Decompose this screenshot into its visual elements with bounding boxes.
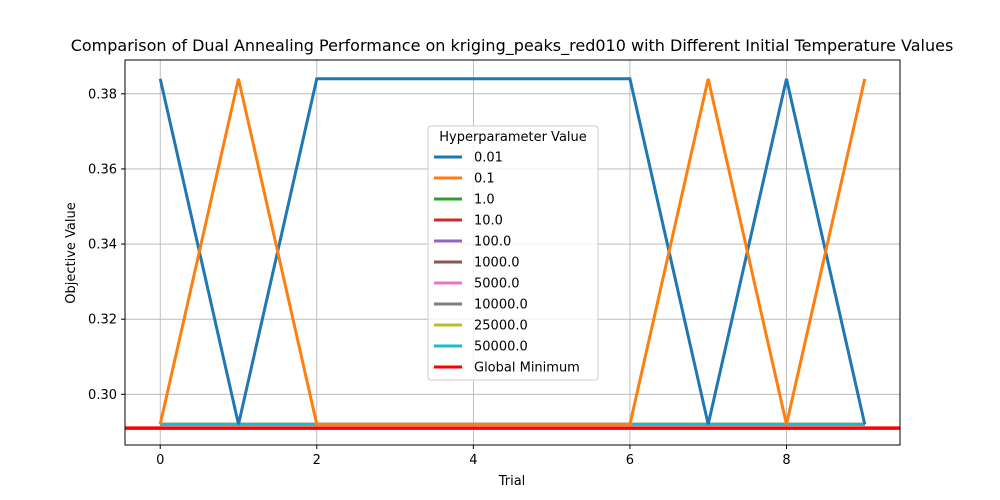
x-tick-label: 8 — [782, 453, 790, 468]
legend-entry: 5000.0 — [474, 277, 520, 292]
chart-title: Comparison of Dual Annealing Performance… — [71, 36, 954, 56]
legend-entry: 0.01 — [474, 151, 503, 166]
legend-entry: 1000.0 — [474, 256, 520, 271]
x-tick-label: 2 — [313, 453, 321, 468]
legend-entry: 10.0 — [474, 214, 503, 229]
legend-entry: 50000.0 — [474, 340, 528, 355]
ticks: 0 2 4 6 8 0.30 0.32 0.34 0.36 0.38 — [88, 87, 791, 468]
series-line-0.1 — [158, 78, 867, 426]
x-axis-label: Trial — [498, 474, 526, 489]
legend: Hyperparameter Value 0.01 0.1 1.0 10.0 100.0… — [427, 125, 599, 381]
legend-entry: 10000.0 — [474, 298, 528, 313]
y-tick-label: 0.32 — [88, 313, 117, 328]
legend-entry: 100.0 — [474, 235, 511, 250]
y-tick-label: 0.38 — [88, 87, 117, 102]
y-axis-label: Objective Value — [64, 202, 79, 303]
y-tick-label: 0.34 — [88, 238, 117, 253]
plot-area — [125, 77, 900, 430]
legend-entry: 0.1 — [474, 172, 495, 187]
y-tick-label: 0.36 — [88, 162, 117, 177]
legend-box — [427, 125, 599, 381]
x-tick-label: 0 — [156, 453, 164, 468]
legend-title: Hyperparameter Value — [439, 130, 587, 145]
x-tick-label: 6 — [626, 453, 634, 468]
legend-entry: Global Minimum — [474, 361, 580, 376]
legend-entry: 25000.0 — [474, 319, 528, 334]
x-tick-label: 4 — [469, 453, 477, 468]
legend-items: 0.01 0.1 1.0 10.0 100.0 1000.0 5000.0 10000.0 25… — [434, 151, 580, 376]
legend-entry: 1.0 — [474, 193, 495, 208]
axes-frame — [124, 59, 901, 446]
series-lines — [125, 77, 900, 430]
y-tick-label: 0.30 — [88, 388, 117, 403]
